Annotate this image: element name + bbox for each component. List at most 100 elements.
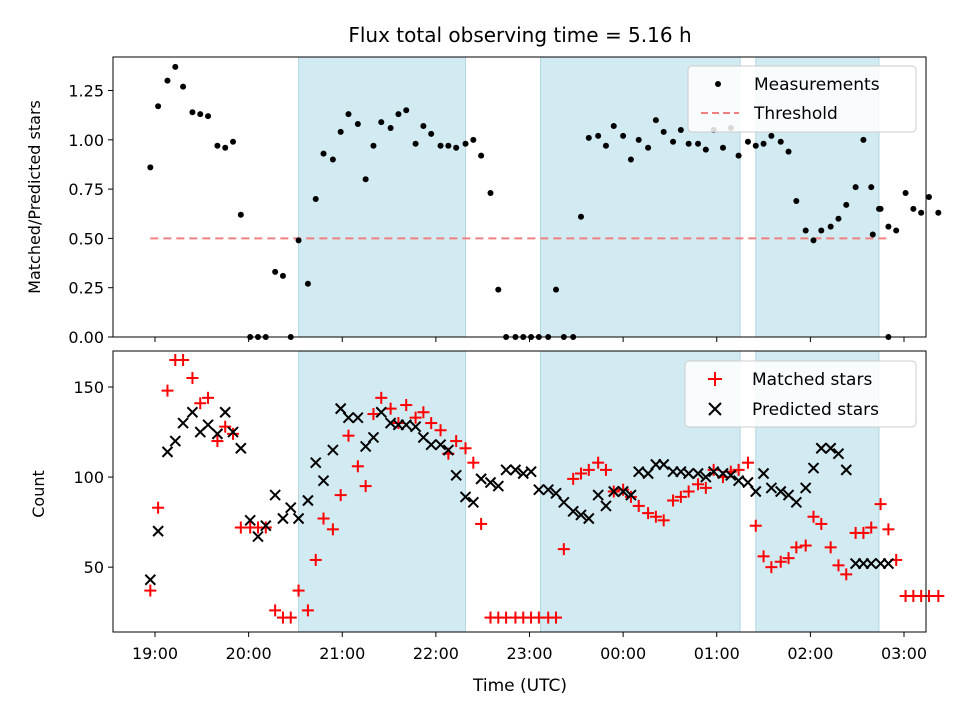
matched-star-point <box>799 539 812 552</box>
measurement-point <box>744 138 751 145</box>
matched-star-point <box>692 478 705 491</box>
measurement-point <box>403 107 410 114</box>
matched-star-point <box>824 541 837 554</box>
y-tick-label: 1.25 <box>68 82 104 101</box>
matched-star-point <box>632 499 645 512</box>
matched-star-point <box>749 519 762 532</box>
legend-measurements: Measurements <box>754 75 880 95</box>
matched-star-point <box>392 417 405 430</box>
legend-dot-marker <box>715 81 721 87</box>
observing-interval-0 <box>298 56 467 338</box>
matched-star-point <box>932 589 945 602</box>
measurement-point <box>180 83 187 90</box>
matched-star-point <box>409 411 422 424</box>
measurement-point <box>925 194 932 200</box>
measurement-point <box>902 190 909 197</box>
matched-star-point <box>765 561 778 574</box>
matched-star-point <box>592 456 605 469</box>
measurement-point <box>635 136 642 143</box>
matched-star-point <box>450 435 463 448</box>
predicted-star-point <box>484 476 497 489</box>
matched-star-point <box>582 463 595 476</box>
measurement-point <box>387 124 394 131</box>
predicted-star-point <box>425 438 437 451</box>
predicted-star-point <box>442 444 455 456</box>
matched-star-point <box>177 354 190 367</box>
predicted-star-point <box>642 467 654 480</box>
matched-star-point <box>400 399 413 412</box>
matched-star-point <box>417 406 430 419</box>
predicted-star-point <box>459 491 472 503</box>
measurement-point <box>610 123 617 130</box>
measurement-point <box>670 138 677 145</box>
bottom-legend-box <box>684 360 917 428</box>
measurement-point <box>147 164 154 171</box>
predicted-star-point <box>327 444 339 456</box>
measurement-point <box>852 184 859 191</box>
matched-star-point <box>152 501 165 514</box>
predicted-star-point <box>334 402 347 415</box>
measurement-point <box>785 148 792 155</box>
measurement-point <box>370 142 377 149</box>
measurement-point <box>768 132 775 139</box>
predicted-star-point <box>765 482 778 494</box>
predicted-star-point <box>608 485 620 498</box>
predicted-star-point <box>882 557 895 570</box>
measurement-point <box>702 146 709 153</box>
predicted-star-point <box>310 456 322 469</box>
top-panel: 0.00 0.25 0.50 0.75 1.00 1.25 Matched/Predict… <box>25 56 942 347</box>
matched-star-point <box>617 483 630 496</box>
legend-plus-marker <box>708 372 722 386</box>
y-tick-label: 0.75 <box>68 180 104 199</box>
measurement-point <box>495 286 502 293</box>
predicted-star-point <box>815 442 828 454</box>
measurement-point <box>835 215 842 222</box>
x-tick-label: 19:00 <box>132 644 178 663</box>
predicted-star-point <box>542 483 554 496</box>
matched-star-point <box>741 456 754 469</box>
matched-star-point <box>284 611 297 624</box>
measurement-point <box>378 119 385 126</box>
measurement-point <box>205 113 212 120</box>
predicted-star-point <box>235 442 247 454</box>
predicted-star-point <box>252 530 264 543</box>
matched-star-point <box>624 490 637 503</box>
predicted-star-point <box>824 442 837 454</box>
matched-star-point <box>194 397 207 410</box>
measurement-point <box>760 140 767 147</box>
measurement-point <box>577 213 584 220</box>
top-legend-box <box>687 65 917 133</box>
predicted-star-point <box>467 496 480 509</box>
matched-star-point <box>807 510 820 523</box>
predicted-star-point <box>352 411 364 424</box>
measurement-point <box>810 237 817 244</box>
predicted-star-point <box>359 440 372 453</box>
predicted-star-point <box>186 406 199 418</box>
top-x-ticks <box>154 337 905 342</box>
measurement-point <box>478 152 485 159</box>
measurement-point <box>885 223 892 230</box>
predicted-star-point <box>583 512 595 525</box>
matched-star-point <box>161 384 174 397</box>
matched-star-point <box>326 523 339 536</box>
measurement-point <box>869 231 876 238</box>
matched-star-point <box>186 372 199 385</box>
predicted-star-point <box>409 420 422 433</box>
predicted-star-point <box>682 467 695 480</box>
measurement-point <box>462 140 469 147</box>
measurement-point <box>802 227 809 234</box>
measurement-point <box>345 111 352 118</box>
predicted-star-point <box>169 435 181 447</box>
matched-star-point <box>459 442 472 455</box>
measurement-point <box>553 286 560 293</box>
y-tick-label: 0.00 <box>68 328 104 347</box>
predicted-star-point <box>525 465 537 478</box>
matched-star-point <box>732 463 745 476</box>
predicted-star-point <box>633 465 645 478</box>
measurement-point <box>827 223 834 230</box>
bottom-y-ticks: 50 100 150 <box>73 378 113 577</box>
measurement-point <box>395 111 402 118</box>
y-tick-label: 0.50 <box>68 229 104 248</box>
bottom-x-ticks: 19:00 20:00 21:00 22:00 23:00 00:00 01:00 02:00… <box>132 632 927 663</box>
